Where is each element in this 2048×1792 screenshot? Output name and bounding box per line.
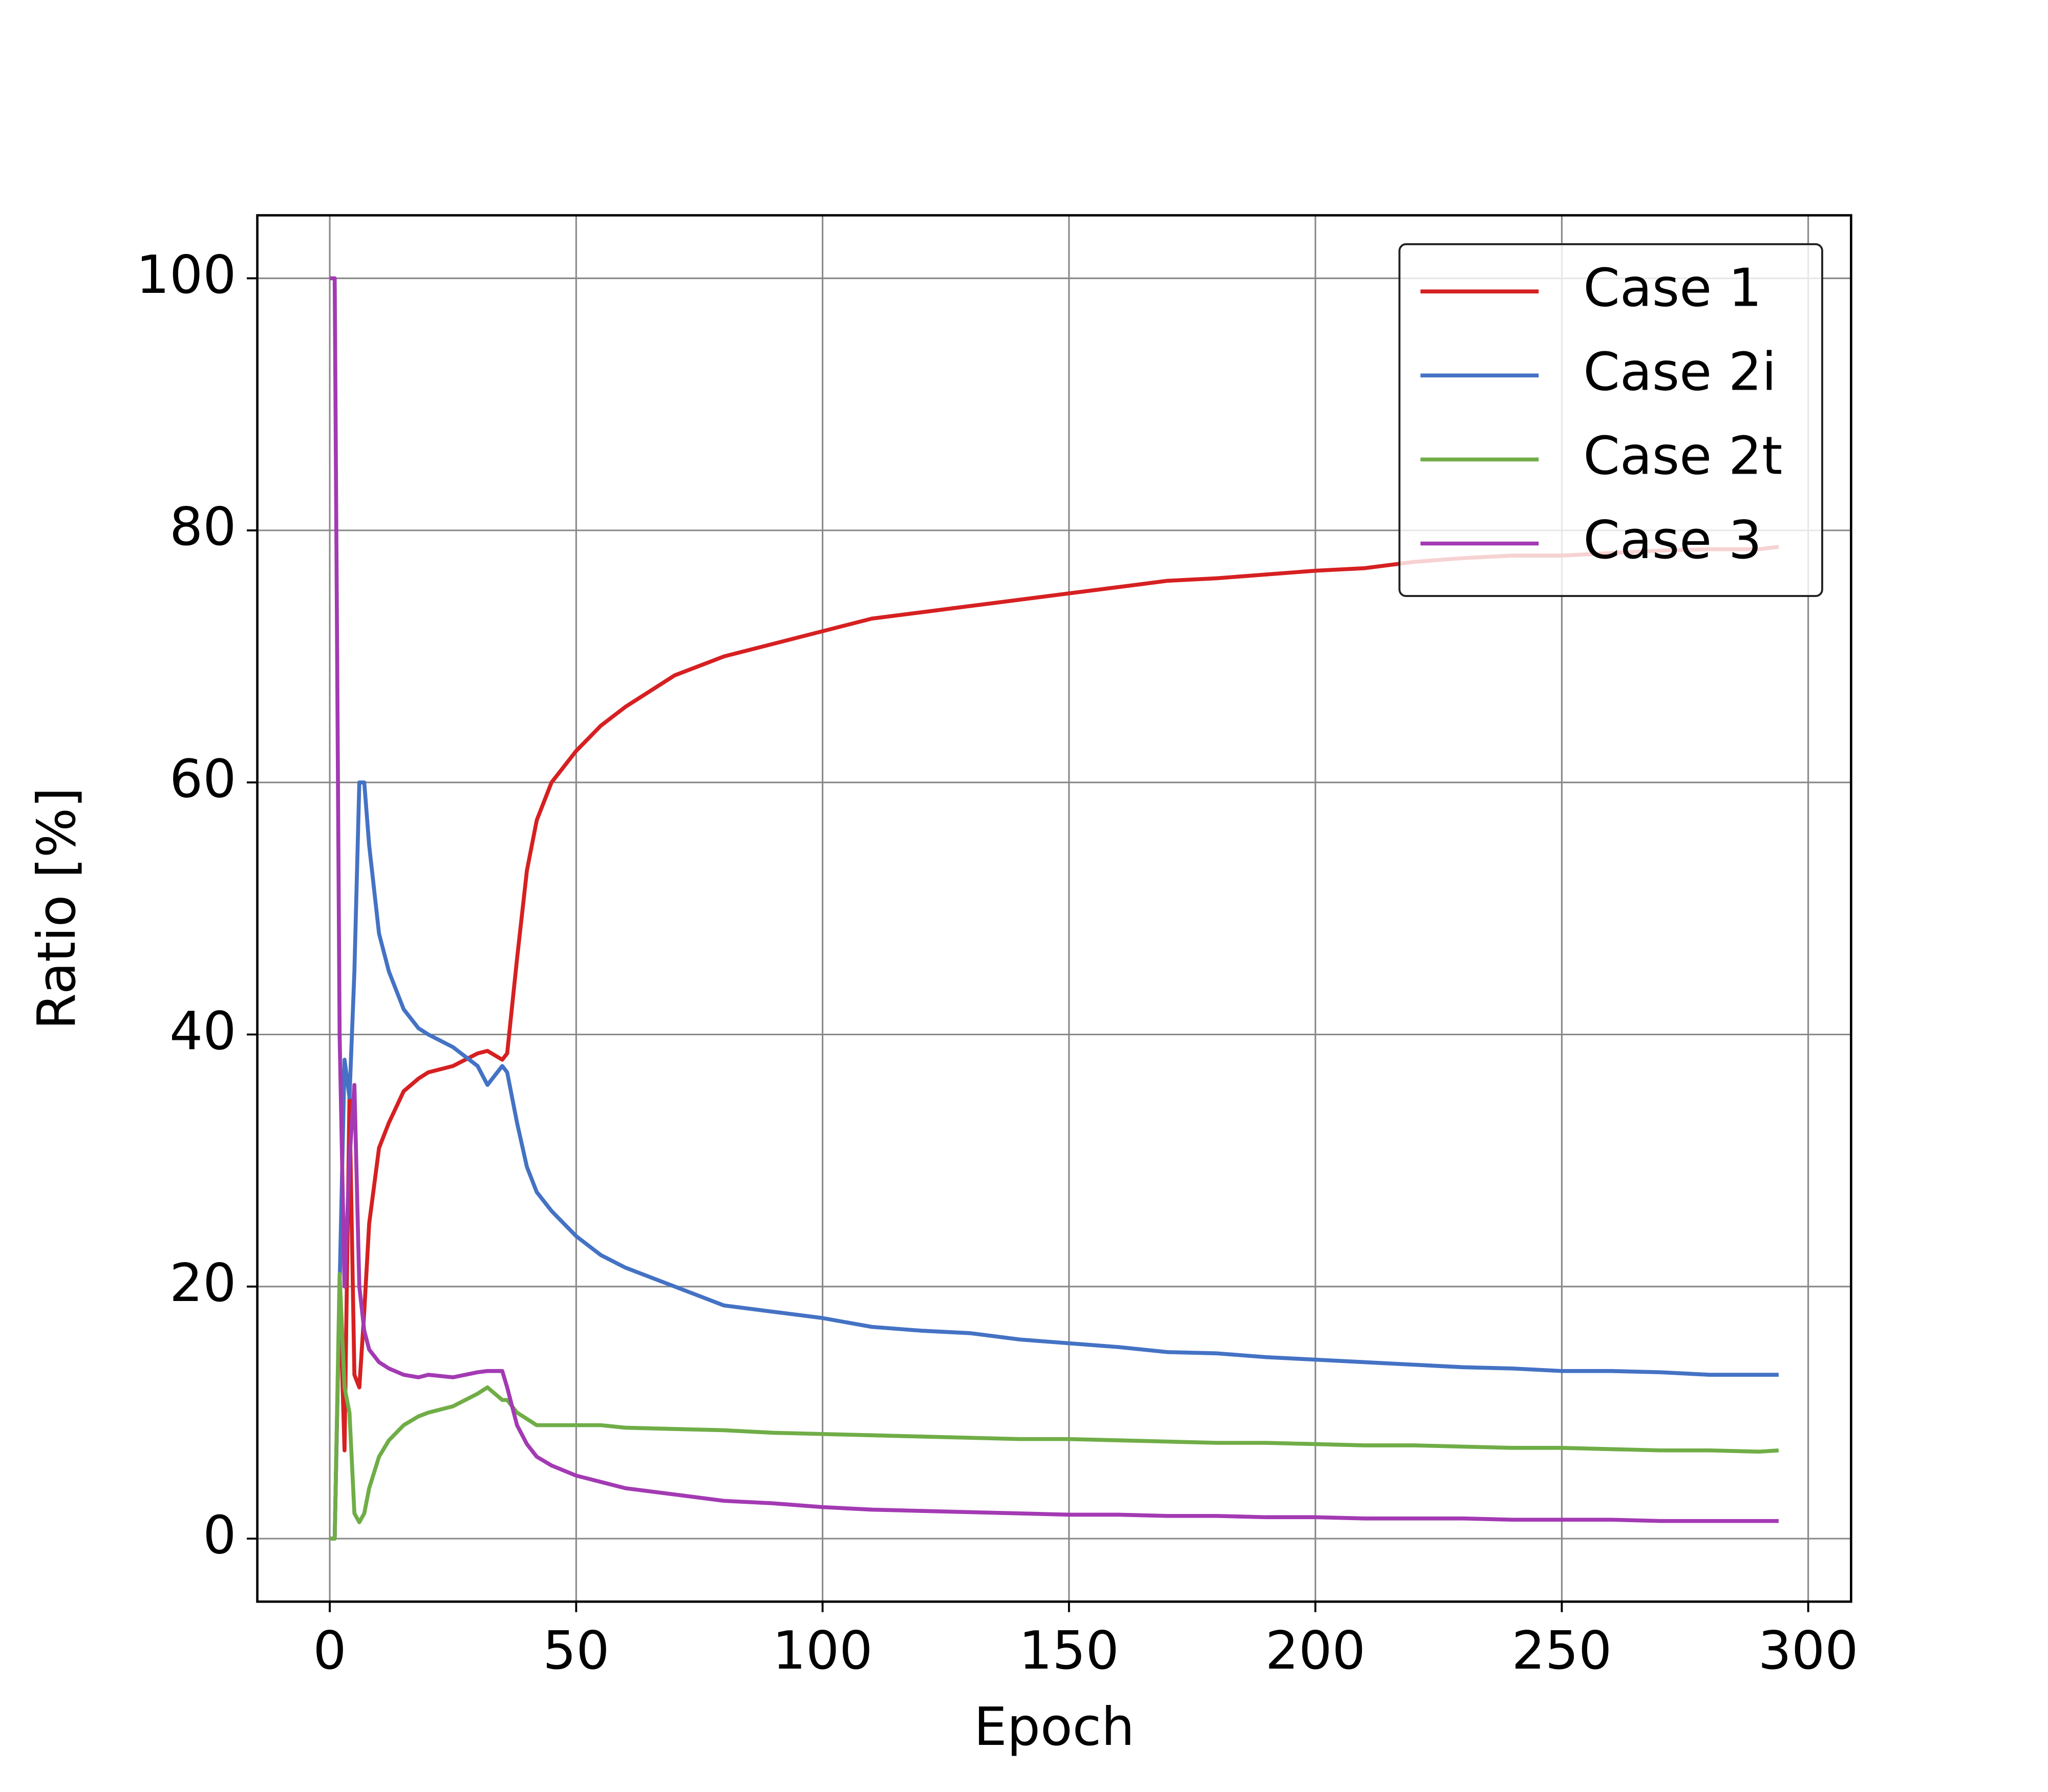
x-axis-label: Epoch: [974, 1697, 1135, 1758]
x-tick-label: 300: [1758, 1620, 1859, 1681]
y-axis-label: Ratio [%]: [27, 787, 88, 1030]
x-tick-label: 50: [543, 1620, 610, 1681]
y-tick-label: 40: [169, 1001, 236, 1062]
y-tick-label: 80: [169, 497, 236, 558]
legend-label: Case 3: [1583, 510, 1762, 571]
x-tick-label: 100: [773, 1620, 873, 1681]
legend-label: Case 1: [1583, 258, 1762, 319]
x-tick-label: 250: [1512, 1620, 1612, 1681]
y-tick-label: 0: [203, 1505, 236, 1566]
legend-label: Case 2i: [1583, 342, 1776, 403]
legend-box: [1398, 243, 1823, 598]
series-line: [330, 276, 1779, 1523]
x-tick-label: 0: [313, 1620, 346, 1681]
x-tick-label: 200: [1265, 1620, 1366, 1681]
y-tick-label: 20: [169, 1253, 236, 1314]
y-tick-label: 60: [169, 749, 236, 810]
x-tick-label: 150: [1019, 1620, 1119, 1681]
legend-label: Case 2t: [1583, 426, 1782, 487]
series-line: [330, 780, 1779, 1541]
y-tick-label: 100: [136, 245, 237, 306]
series-line: [330, 1272, 1779, 1541]
plot-frame: [256, 214, 1852, 1603]
